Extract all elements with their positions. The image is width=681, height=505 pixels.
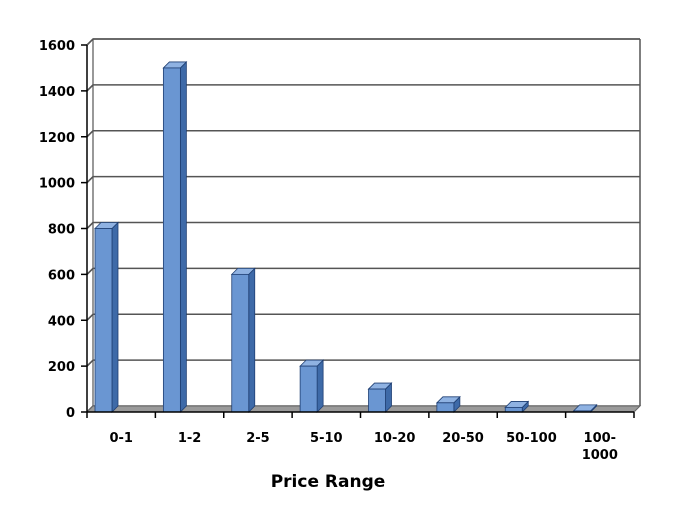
bar [435,395,461,413]
y-tick-label: 1000 [39,177,75,192]
bar-front [162,67,181,413]
x-tick-label-line: 1-2 [178,431,202,446]
x-tick-label-line: 10-20 [374,431,416,446]
y-tick-label: 600 [48,268,75,283]
bar-side [179,60,187,413]
bar-front [299,365,318,413]
bar-side [111,221,119,413]
x-tick-label-line: 1000 [582,448,618,463]
x-tick-label: 10-20 [374,431,416,446]
x-tick-label: 50-100 [506,431,557,446]
x-tick-label-line: 100- [584,431,617,446]
x-tick-label: 2-5 [246,431,270,446]
x-tick-label: 100- 1000 [582,431,618,463]
x-axis: 0-1 1-2 2-5 5-10 10-20 20-50 50-100 100- 1000 [86,411,635,463]
x-tick-label: 20-50 [442,431,484,446]
y-tick-label: 1200 [39,131,75,146]
y-axis: 0 200 400 600 800 1000 1200 1400 1600 [39,39,94,421]
x-tick-label: 1-2 [178,431,202,446]
bar [94,221,119,413]
bar [162,60,188,413]
bar-front [94,228,113,413]
x-axis-title: Price Range [271,472,386,492]
gridline [86,38,640,46]
x-tick-label: 5-10 [310,431,343,446]
bars [94,60,598,413]
y-tick-label: 0 [66,406,75,421]
bar-front [231,273,250,413]
y-tick-label: 400 [48,314,75,329]
bar-front [368,388,386,413]
y-tick-label: 1400 [39,85,75,100]
x-tick-label: 0-1 [109,431,133,446]
bar [504,400,530,413]
x-tick-label-line: 2-5 [246,431,270,446]
x-tick-label-line: 5-10 [310,431,343,446]
bar [299,359,325,413]
bar [367,382,393,413]
y-tick-label: 800 [48,223,75,238]
bar-side [248,267,256,413]
x-tick-label-line: 50-100 [506,431,557,446]
y-tick-label: 1600 [39,39,75,54]
x-tick-label-line: 0-1 [109,431,133,446]
y-tick-label: 200 [48,360,75,375]
bar-side [316,359,324,413]
bar [230,267,256,413]
bar-front [436,402,455,413]
x-tick-label-line: 20-50 [442,431,484,446]
